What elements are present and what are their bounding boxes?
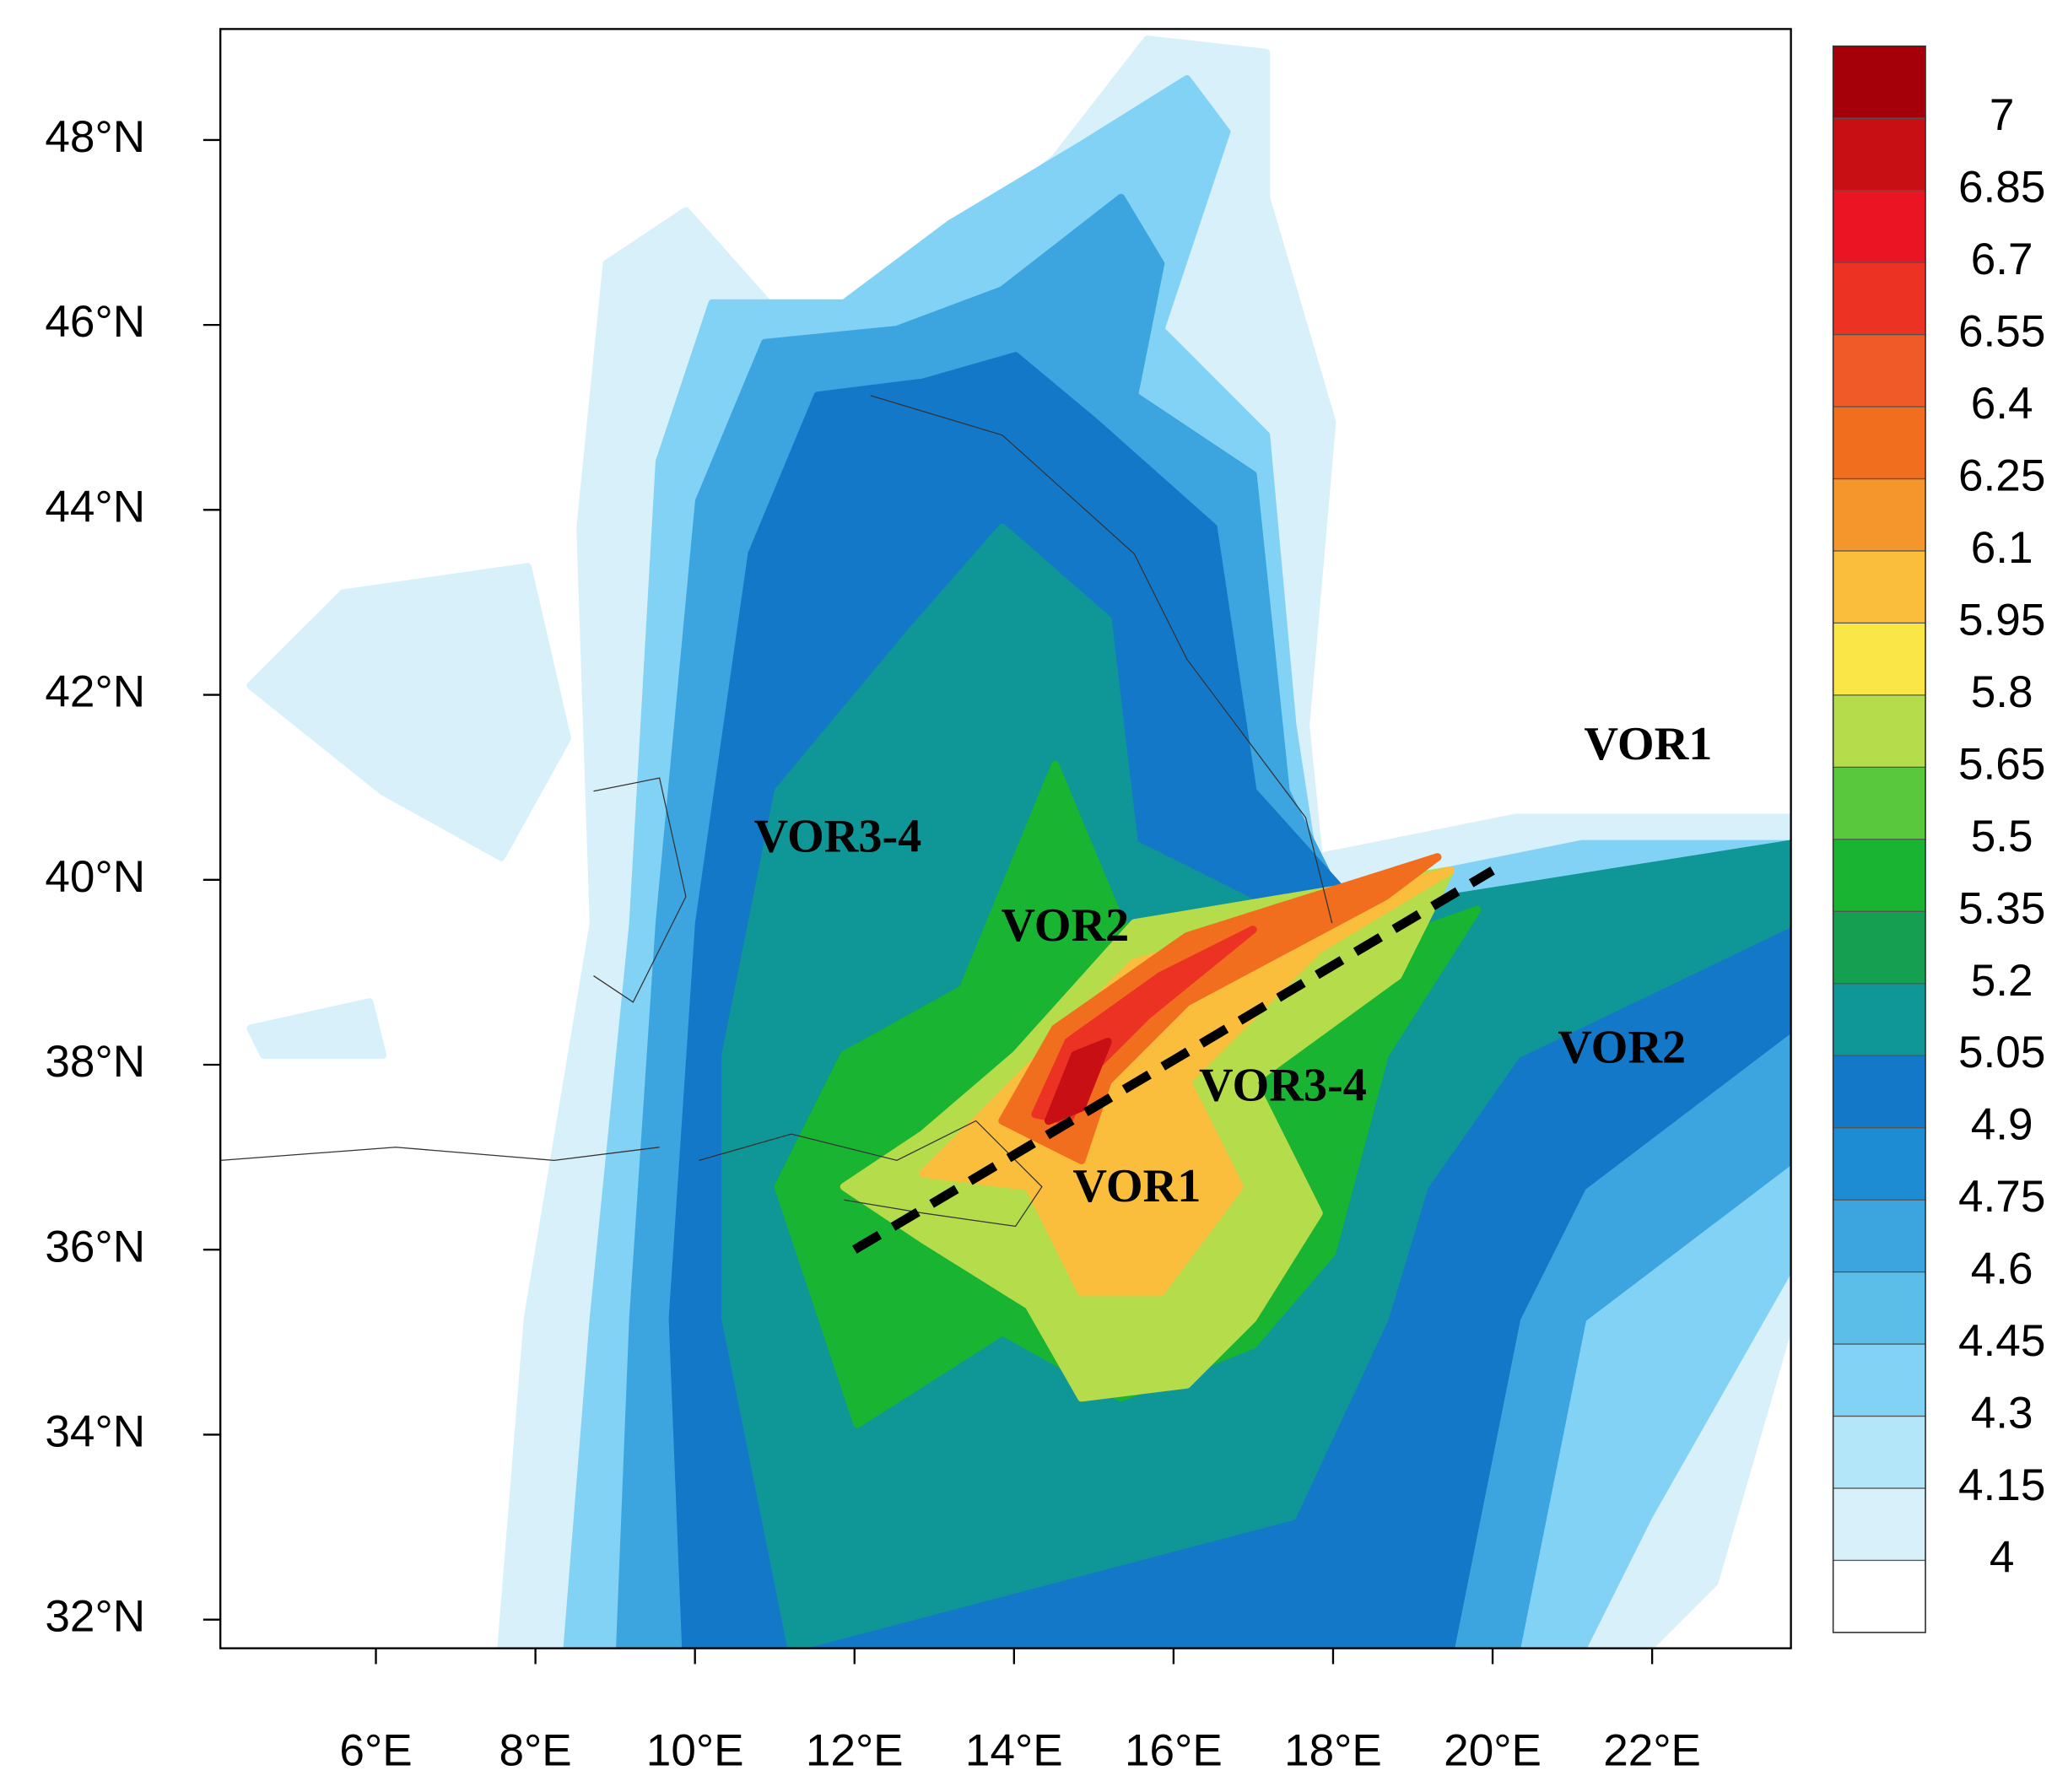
colorbar-frame — [1832, 45, 1926, 1633]
colorbar-box — [1833, 1199, 1926, 1273]
region-label: VOR2 — [1558, 1022, 1686, 1074]
x-tick-label: 14°E — [965, 1726, 1063, 1776]
colorbar-box — [1833, 622, 1926, 696]
colorbar-box — [1833, 1415, 1926, 1489]
region-label: VOR2 — [1001, 899, 1129, 952]
x-tick-label: 20°E — [1444, 1726, 1542, 1776]
colorbar-label: 4.45 — [1958, 1316, 2045, 1366]
x-tick-label: 18°E — [1284, 1726, 1382, 1776]
x-tick-label: 12°E — [806, 1726, 904, 1776]
colorbar-label: 4.75 — [1958, 1172, 2045, 1222]
colorbar-label: 6.55 — [1958, 307, 2045, 357]
colorbar-label: 6.7 — [1971, 235, 2033, 284]
shading — [246, 35, 1791, 1649]
y-tick-label: 40°N — [45, 852, 145, 902]
x-tick-label: 16°E — [1125, 1726, 1223, 1776]
colorbar-label: 6.4 — [1971, 379, 2033, 429]
x-tick-label: 6°E — [339, 1726, 412, 1776]
coastline — [870, 395, 1333, 924]
y-tick-label: 48°N — [45, 112, 145, 162]
colorbar: 4 4.15 4.3 4.45 4.6 4.75 4.9 5.05 5.2 5.35 5.5 5.65… — [1832, 45, 2045, 1633]
colorbar-box — [1833, 333, 1926, 408]
colorbar-box — [1833, 694, 1926, 768]
region-label: VOR3-4 — [1199, 1060, 1367, 1112]
overlay: VOR1 VOR3-4 VOR2 VOR2 VOR3-4 VOR1 — [220, 395, 1712, 1254]
colorbar-box — [1833, 983, 1926, 1056]
region-label: VOR3-4 — [753, 811, 921, 863]
colorbar-label: 6.1 — [1971, 523, 2033, 573]
x-tick-label: 10°E — [646, 1726, 744, 1776]
colorbar-box — [1833, 46, 1926, 119]
y-tick-label: 42°N — [45, 667, 145, 717]
coastline — [220, 1147, 660, 1161]
region-label: VOR1 — [1072, 1160, 1201, 1212]
region-label: VOR1 — [1584, 718, 1712, 770]
colorbar-label: 5.5 — [1971, 812, 2033, 861]
shaded-region — [998, 853, 1442, 1165]
colorbar-box — [1833, 910, 1926, 985]
colorbar-label: 6.85 — [1958, 163, 2045, 213]
y-tick-label: 32°N — [45, 1592, 145, 1642]
y-tick-label: 34°N — [45, 1406, 145, 1456]
colorbar-box — [1833, 1127, 1926, 1201]
colorbar-box — [1833, 117, 1926, 192]
colorbar-box — [1833, 262, 1926, 336]
colorbar-box — [1833, 406, 1926, 480]
colorbar-box — [1833, 1271, 1926, 1345]
colorbar-box — [1833, 766, 1926, 840]
colorbar-label: 5.2 — [1971, 956, 2033, 1006]
colorbar-box — [1833, 1343, 1926, 1417]
colorbar-label: 4 — [1990, 1532, 2015, 1582]
colorbar-box — [1833, 190, 1926, 263]
colorbar-label: 5.05 — [1958, 1028, 2045, 1077]
colorbar-box — [1833, 1559, 1926, 1633]
y-tick-label: 36°N — [45, 1222, 145, 1271]
y-tick-label: 38°N — [45, 1037, 145, 1087]
colorbar-box — [1833, 1487, 1926, 1562]
colorbar-label: 5.95 — [1958, 595, 2045, 645]
colorbar-label: 4.9 — [1971, 1100, 2033, 1150]
colorbar-box — [1833, 1055, 1926, 1129]
colorbar-label: 5.65 — [1958, 739, 2045, 789]
colorbar-label: 5.8 — [1971, 667, 2033, 717]
shaded-region — [1045, 1038, 1112, 1125]
plot-frame — [219, 28, 1792, 1649]
colorbar-box — [1833, 478, 1926, 552]
shaded-region — [246, 998, 387, 1060]
colorbar-box — [1833, 839, 1926, 912]
x-tick-label: 22°E — [1603, 1726, 1701, 1776]
colorbar-label: 4.6 — [1971, 1244, 2033, 1294]
section-line — [851, 866, 1495, 1254]
colorbar-label: 7 — [1990, 90, 2015, 140]
y-tick-label: 44°N — [45, 482, 145, 532]
colorbar-label: 4.15 — [1958, 1460, 2045, 1510]
colorbar-label: 4.3 — [1971, 1389, 2033, 1438]
colorbar-label: 6.25 — [1958, 451, 2045, 501]
axes: 6°E 8°E 10°E 12°E 14°E 16°E 18°E 20°E 22°E 32°N 34… — [45, 112, 1701, 1776]
x-tick-label: 8°E — [499, 1726, 571, 1776]
y-tick-label: 46°N — [45, 297, 145, 347]
colorbar-label: 5.35 — [1958, 883, 2045, 933]
shaded-region — [246, 563, 571, 861]
coastline — [593, 777, 687, 1003]
colorbar-box — [1833, 550, 1926, 624]
